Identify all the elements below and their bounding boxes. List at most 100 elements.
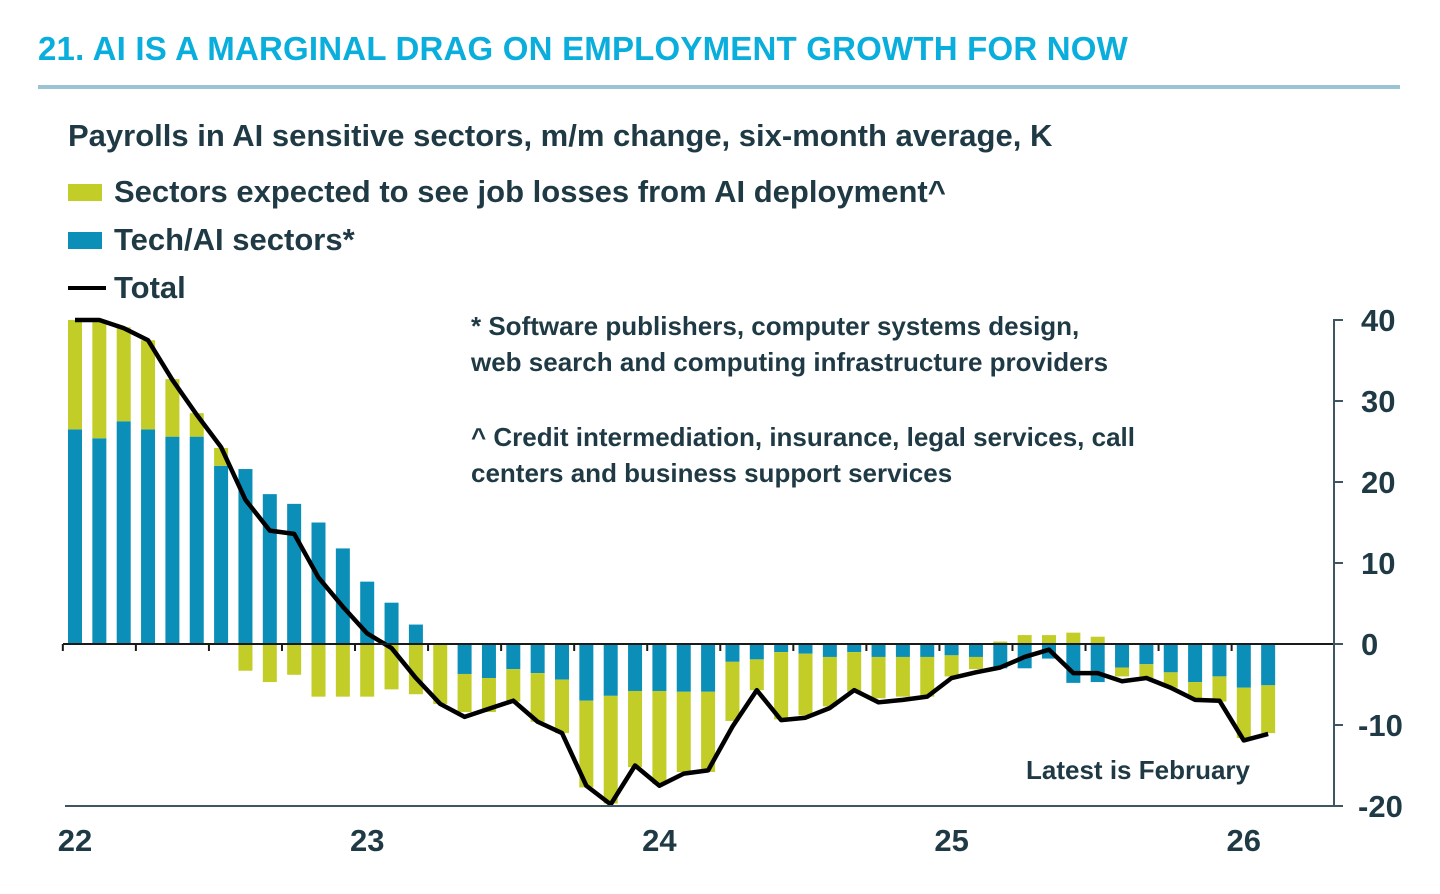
bar-tech-ai [481, 644, 496, 679]
bar-tech-ai [68, 429, 82, 644]
total-line-group [74, 317, 1269, 807]
bar-job-loss-sectors [725, 661, 740, 721]
bar-job-loss-sectors [141, 340, 156, 430]
bar-tech-ai [506, 644, 521, 670]
bar-tech-ai [895, 644, 910, 657]
y-tick-label: -20 [1358, 789, 1403, 824]
legend-swatch-blue [68, 231, 102, 249]
footnote-tech-line2: web search and computing infrastructure … [471, 347, 1109, 377]
bar-tech-ai [725, 644, 740, 662]
legend-swatch-green [68, 183, 102, 201]
bar-tech-ai [116, 421, 131, 644]
x-tick-label: 22 [58, 823, 92, 858]
y-tick-label: 10 [1361, 546, 1395, 581]
bar-job-loss-sectors [676, 691, 691, 772]
bar-tech-ai [1139, 644, 1154, 665]
bar-job-loss-sectors [968, 656, 983, 670]
footnote-losses-line1: ^ Credit intermediation, insurance, lega… [471, 422, 1135, 452]
bar-job-loss-sectors [579, 700, 594, 788]
bar-tech-ai [141, 429, 156, 644]
bar-tech-ai [287, 503, 302, 644]
bar-tech-ai [822, 644, 837, 657]
x-tick-label: 24 [642, 823, 677, 858]
legend-swatch-line [68, 286, 106, 290]
bar-tech-ai [798, 644, 813, 654]
bar-tech-ai [847, 644, 862, 653]
bar-job-loss-sectors [1017, 635, 1032, 644]
bar-job-loss-sectors [1066, 632, 1081, 644]
bar-job-loss-sectors [530, 673, 545, 722]
bar-tech-ai [238, 469, 253, 644]
bar-job-loss-sectors [116, 327, 131, 422]
bar-job-loss-sectors [847, 652, 862, 692]
title-divider [38, 85, 1400, 89]
y-tick-label: -10 [1358, 708, 1403, 743]
chart-subtitle: Payrolls in AI sensitive sectors, m/m ch… [68, 118, 1053, 153]
bar-job-loss-sectors [506, 669, 521, 702]
footnote-tech-line1: * Software publishers, computer systems … [471, 311, 1080, 341]
bar-tech-ai [968, 644, 983, 657]
axes-group: 40 30 20 10 0 -10 -20 22 23 24 25 26 [58, 303, 1403, 858]
bar-tech-ai [1115, 644, 1130, 668]
bar-job-loss-sectors [311, 644, 326, 697]
bar-job-loss-sectors [1261, 685, 1276, 734]
bar-job-loss-sectors [920, 656, 935, 697]
bar-tech-ai [1212, 644, 1227, 677]
bar-job-loss-sectors [457, 673, 472, 713]
bar-tech-ai [1188, 644, 1203, 683]
y-tick-label: 40 [1361, 303, 1395, 338]
bar-job-loss-sectors [68, 320, 82, 430]
bar-tech-ai [214, 465, 229, 644]
bar-job-loss-sectors [433, 644, 448, 704]
bar-job-loss-sectors [652, 690, 667, 785]
bar-tech-ai [944, 644, 959, 656]
footnote-losses: ^ Credit intermediation, insurance, lega… [471, 419, 1135, 491]
bar-job-loss-sectors [1188, 682, 1203, 700]
bar-tech-ai [335, 548, 350, 644]
legend-item-total: Total [68, 264, 946, 312]
footnote-tech: * Software publishers, computer systems … [471, 308, 1135, 380]
legend-label: Tech/AI sectors* [114, 222, 355, 257]
footnote-losses-line2: centers and business support services [471, 458, 953, 488]
bar-job-loss-sectors [944, 655, 959, 677]
bar-tech-ai [384, 602, 399, 644]
bar-tech-ai [92, 438, 107, 644]
bar-job-loss-sectors [335, 644, 350, 697]
bar-tech-ai [652, 644, 667, 691]
legend-label: Total [114, 270, 186, 305]
bar-job-loss-sectors [749, 659, 764, 691]
bar-job-loss-sectors [360, 644, 375, 697]
y-tick-label: 0 [1361, 627, 1378, 662]
bar-tech-ai [530, 644, 545, 674]
bar-tech-ai [165, 436, 180, 644]
bar-job-loss-sectors [822, 656, 837, 707]
bar-tech-ai [920, 644, 935, 657]
bar-job-loss-sectors [1042, 635, 1056, 644]
bar-tech-ai [628, 644, 643, 691]
bar-job-loss-sectors [92, 320, 107, 439]
bar-tech-ai [1261, 644, 1276, 686]
bar-job-loss-sectors [1090, 636, 1105, 644]
bar-tech-ai [457, 644, 472, 674]
bar-job-loss-sectors [165, 379, 180, 437]
bar-tech-ai [408, 624, 423, 644]
bar-job-loss-sectors [1115, 667, 1130, 677]
bar-tech-ai [603, 644, 618, 696]
bar-tech-ai [189, 436, 204, 644]
bar-job-loss-sectors [1212, 676, 1227, 702]
bar-tech-ai [555, 644, 569, 680]
bar-tech-ai [749, 644, 764, 660]
x-tick-label: 25 [934, 823, 968, 858]
bar-job-loss-sectors [993, 641, 1008, 644]
x-tick-label: 26 [1227, 823, 1261, 858]
bar-job-loss-sectors [774, 652, 789, 720]
bar-job-loss-sectors [701, 691, 716, 772]
bar-tech-ai [579, 644, 594, 701]
bar-job-loss-sectors [1163, 672, 1178, 688]
bar-job-loss-sectors [603, 695, 618, 804]
bar-tech-ai [1236, 644, 1251, 688]
chart-title: 21. AI IS A MARGINAL DRAG ON EMPLOYMENT … [38, 30, 1129, 67]
bar-tech-ai [871, 644, 886, 657]
bar-job-loss-sectors [895, 656, 910, 697]
legend-item-tech-ai-sectors: Tech/AI sectors* [68, 216, 946, 264]
